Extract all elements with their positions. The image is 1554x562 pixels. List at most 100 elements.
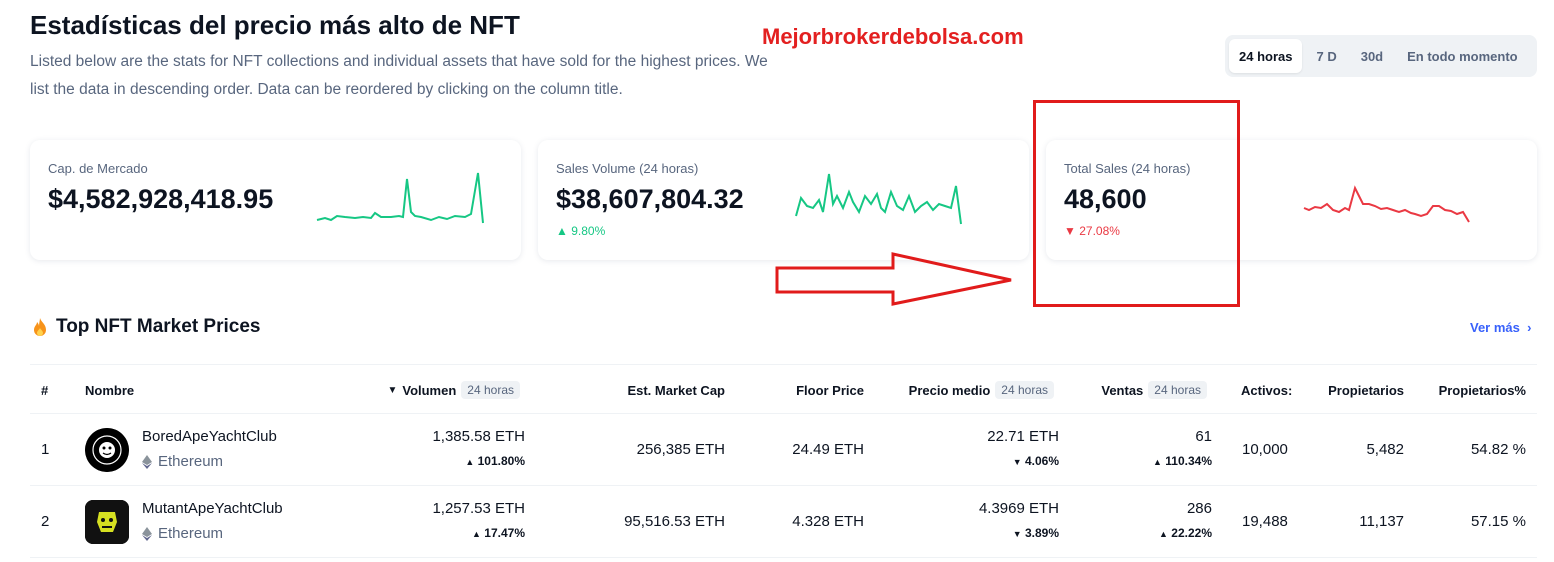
chain-label: Ethereum	[142, 525, 223, 542]
triangle-down-icon: ▼	[1012, 529, 1022, 539]
market-cap: 256,385 ETH	[636, 441, 725, 458]
section-title: Top NFT Market Prices	[32, 316, 260, 338]
sales-volume-sparkline	[795, 173, 962, 225]
page-description: Listed below are the stats for NFT colle…	[30, 53, 768, 98]
sales-change: ▲ 22.22%	[1070, 526, 1212, 540]
avg-price: 4.3969 ETH	[978, 500, 1059, 517]
chain-name: Ethereum	[158, 525, 224, 542]
total-sales-card: Total Sales (24 horas) 48,600 ▼ 27.08%	[1046, 140, 1537, 260]
owners: 11,137	[1359, 513, 1404, 530]
ethereum-icon	[142, 526, 152, 541]
annotation-arrow	[775, 252, 1012, 306]
table-row[interactable]: 2 MutantApeYachtClub Ethereum 1,257.53 E…	[30, 486, 1537, 558]
tab-24h[interactable]: 24 horas	[1229, 39, 1303, 73]
col-floor-price[interactable]: Floor Price	[796, 382, 864, 398]
collection-avatar[interactable]	[85, 500, 129, 544]
chevron-right-icon: ›	[1523, 320, 1532, 335]
triangle-up-icon: ▲	[1153, 457, 1162, 467]
sales-change-value: 110.34%	[1165, 454, 1212, 468]
total-sales-value: 48,600	[1064, 184, 1147, 214]
owners: 5,482	[1366, 441, 1404, 458]
volume-change-value: 101.80%	[477, 454, 525, 468]
avg-change-value: 3.89%	[1024, 526, 1059, 540]
bayc-logo-icon	[85, 428, 129, 472]
see-more-label: Ver más	[1470, 320, 1520, 335]
sales: 286	[1186, 500, 1212, 517]
sort-desc-icon: ▼	[387, 384, 398, 396]
col-assets[interactable]: Activos:	[1241, 382, 1293, 398]
owners-pct: 57.15 %	[1470, 513, 1526, 530]
watermark-text: Mejorbrokerdebolsa.com	[762, 24, 1024, 49]
sales-volume-change-value: 9.80%	[571, 224, 606, 238]
avg-price: 22.71 ETH	[987, 428, 1059, 445]
assets: 10,000	[1242, 441, 1288, 458]
col-avg-price-label: Precio medio	[908, 382, 991, 398]
nft-table: # Nombre ▼ Volumen 24 horas Est. Market …	[30, 364, 1537, 558]
market-cap-label: Cap. de Mercado	[48, 161, 148, 176]
avg-period-badge: 24 horas	[995, 381, 1054, 399]
total-sales-sparkline	[1303, 185, 1470, 223]
col-name[interactable]: Nombre	[85, 382, 135, 398]
floor-price: 24.49 ETH	[792, 441, 864, 458]
section-title-text: Top NFT Market Prices	[56, 316, 261, 337]
ethereum-icon	[142, 454, 152, 469]
volume-change-value: 17.47%	[484, 526, 525, 540]
volume: 1,257.53 ETH	[432, 500, 525, 517]
highlight-box	[1033, 100, 1240, 307]
market-cap-sparkline	[316, 172, 484, 224]
sales-volume-card: Sales Volume (24 horas) $38,607,804.32 ▲…	[538, 140, 1029, 260]
triangle-down-icon: ▼	[1012, 457, 1022, 467]
triangle-up-icon: ▲	[1159, 529, 1168, 539]
volume-change: ▲ 101.80%	[375, 454, 525, 468]
sales: 61	[1195, 428, 1212, 445]
chain-name: Ethereum	[158, 453, 224, 470]
assets: 19,488	[1242, 513, 1288, 530]
triangle-up-icon: ▲	[472, 529, 481, 539]
volume-change: ▲ 17.47%	[375, 526, 525, 540]
page-title: Estadísticas del precio más alto de NFT	[30, 10, 520, 40]
triangle-down-icon: ▼	[1064, 224, 1076, 238]
sales-volume-label: Sales Volume (24 horas)	[556, 161, 699, 176]
col-rank[interactable]: #	[41, 382, 49, 398]
rank: 2	[41, 513, 50, 530]
table-row[interactable]: 1 BoredApeYachtClub Ethereum 1,385.58 ET…	[30, 414, 1537, 486]
col-owners-pct[interactable]: Propietarios%	[1438, 382, 1526, 398]
sales-change-value: 22.22%	[1171, 526, 1212, 540]
chain-label: Ethereum	[142, 453, 223, 470]
see-more-link[interactable]: Ver más ›	[1470, 320, 1531, 335]
col-sales-label: Ventas	[1101, 382, 1144, 398]
market-cap-card: Cap. de Mercado $4,582,928,418.95	[30, 140, 521, 260]
volume: 1,385.58 ETH	[432, 428, 525, 445]
mayc-logo-icon	[85, 500, 129, 544]
total-sales-label: Total Sales (24 horas)	[1064, 161, 1191, 176]
col-owners[interactable]: Propietarios	[1328, 382, 1404, 398]
col-volume[interactable]: ▼ Volumen 24 horas	[360, 365, 520, 415]
tab-7d[interactable]: 7 D	[1316, 48, 1337, 64]
market-cap-value: $4,582,928,418.95	[48, 184, 274, 214]
table-header: # Nombre ▼ Volumen 24 horas Est. Market …	[30, 364, 1537, 414]
sales-volume-change: ▲ 9.80%	[556, 224, 605, 238]
col-sales[interactable]: Ventas 24 horas	[1070, 365, 1207, 415]
triangle-up-icon: ▲	[556, 224, 568, 238]
sales-volume-value: $38,607,804.32	[556, 184, 744, 214]
sales-change: ▲ 110.34%	[1070, 454, 1212, 468]
market-cap: 95,516.53 ETH	[624, 513, 725, 530]
owners-pct: 54.82 %	[1470, 441, 1526, 458]
rank: 1	[41, 441, 50, 458]
tab-all-time[interactable]: En todo momento	[1407, 48, 1518, 64]
floor-price: 4.328 ETH	[792, 513, 864, 530]
col-volume-label: Volumen	[402, 382, 457, 398]
avg-change: ▼ 3.89%	[910, 526, 1059, 540]
avg-change-value: 4.06%	[1024, 454, 1059, 468]
triangle-up-icon: ▲	[465, 457, 475, 467]
fire-icon	[34, 318, 46, 336]
collection-name[interactable]: MutantApeYachtClub	[142, 500, 283, 517]
col-avg-price[interactable]: Precio medio 24 horas	[880, 365, 1054, 415]
tab-30d[interactable]: 30d	[1360, 48, 1384, 64]
collection-name[interactable]: BoredApeYachtClub	[142, 428, 277, 445]
sales-period-badge: 24 horas	[1148, 381, 1207, 399]
col-market-cap[interactable]: Est. Market Cap	[627, 382, 725, 398]
volume-period-badge: 24 horas	[461, 381, 520, 399]
collection-avatar[interactable]	[85, 428, 129, 472]
avg-change: ▼ 4.06%	[910, 454, 1059, 468]
